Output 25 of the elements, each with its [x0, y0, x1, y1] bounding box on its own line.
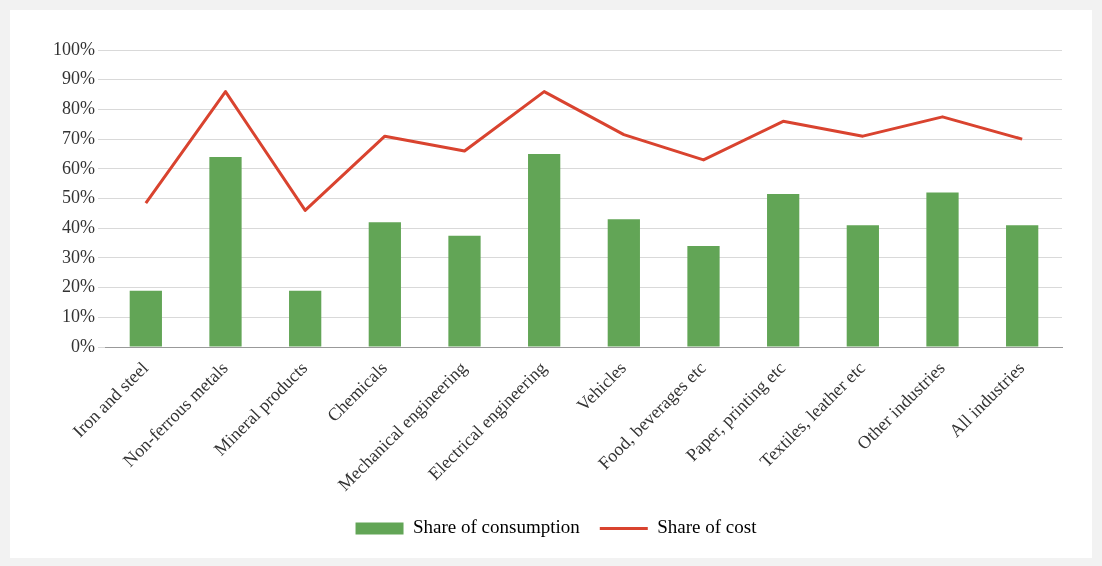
bar — [767, 194, 800, 347]
y-tick-label: 50% — [61, 187, 95, 208]
legend-label: Share of cost — [657, 516, 758, 538]
bar — [1006, 225, 1039, 347]
y-tick-label: 100% — [52, 38, 95, 59]
bar — [209, 156, 242, 347]
bar — [368, 222, 401, 347]
bar — [846, 225, 879, 347]
legend-label: Share of consumption — [413, 516, 581, 538]
bar — [926, 192, 959, 347]
y-tick-label: 20% — [61, 276, 95, 297]
y-tick-label: 30% — [61, 246, 95, 267]
bar — [528, 153, 561, 347]
bar — [129, 290, 162, 347]
bar — [687, 246, 720, 347]
bar — [289, 290, 322, 347]
bar — [607, 219, 640, 347]
y-tick-label: 60% — [61, 157, 95, 178]
y-tick-label: 80% — [61, 98, 95, 119]
y-tick-label: 90% — [61, 68, 95, 89]
y-tick-label: 70% — [61, 127, 95, 148]
y-tick-label: 10% — [61, 306, 95, 327]
y-tick-label: 40% — [61, 217, 95, 237]
y-tick-label: 0% — [70, 335, 95, 356]
bar — [448, 235, 481, 347]
